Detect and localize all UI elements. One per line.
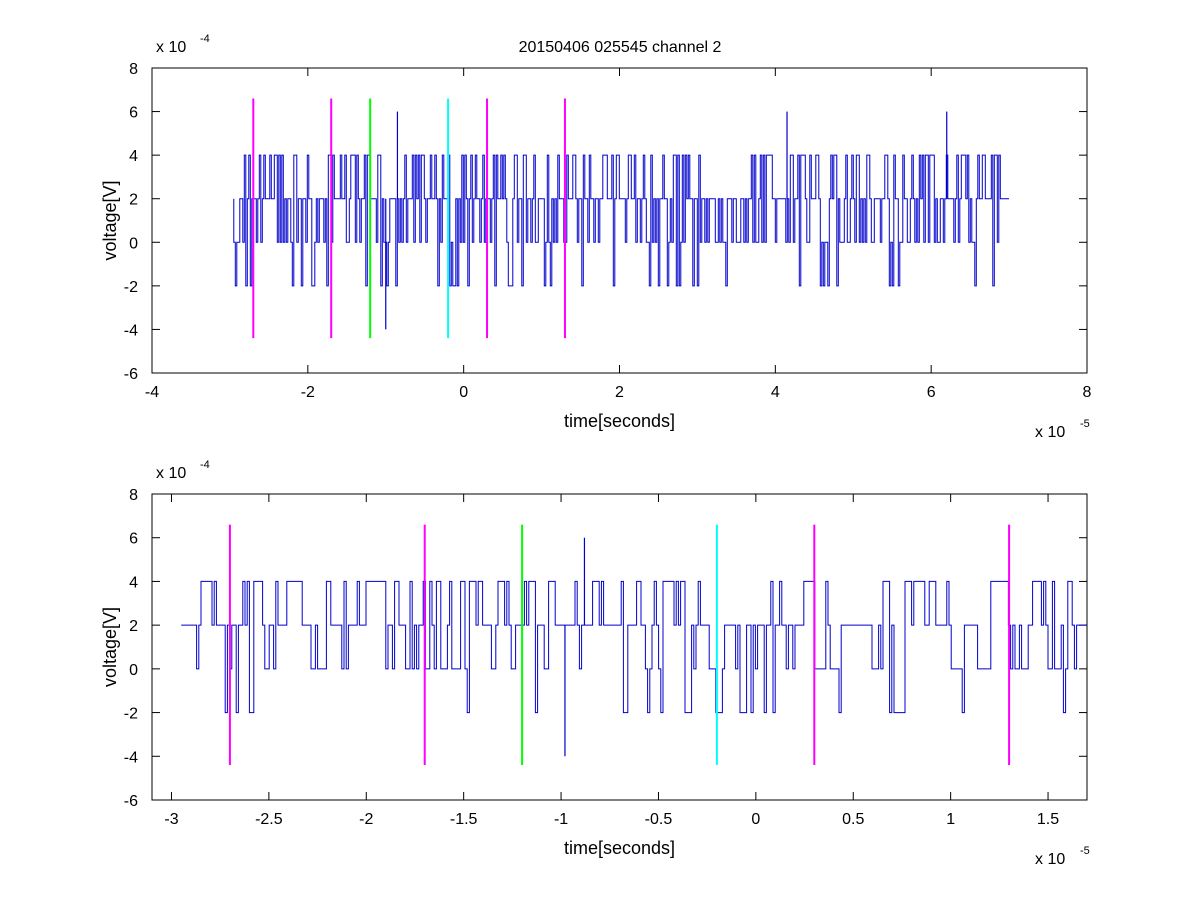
x-tick-label: 2 — [615, 384, 624, 401]
bottom-plot: -3 -2.5 -2 -1.5 -1 -0.5 0 0.5 1 1.5 -6 -4 -2 0 2 4 6 8 tim… — [100, 459, 1090, 868]
x-tick-label: 4 — [771, 384, 780, 401]
signal-trace — [181, 580, 1087, 714]
y-tick-label: 6 — [129, 531, 138, 548]
x-tick-label: -1.5 — [450, 811, 478, 828]
x-tick-label: 0 — [751, 811, 760, 828]
x-tick-label: -4 — [145, 384, 159, 401]
x-tick-label: 0.5 — [842, 811, 864, 828]
y-multiplier-exp: -4 — [200, 33, 210, 45]
axes-frame — [151, 493, 1088, 801]
x-tick-label: 0 — [459, 384, 468, 401]
y-tick-label: -6 — [124, 793, 138, 810]
x-tick-label: -0.5 — [645, 811, 673, 828]
y-tick-label: 4 — [129, 574, 138, 591]
x-multiplier-label: x 10 — [1035, 851, 1065, 868]
y-tick-label: 2 — [129, 192, 138, 209]
y-tick-label: -2 — [124, 279, 138, 296]
x-multiplier-exp: -5 — [1080, 418, 1090, 430]
y-tick-label: 4 — [129, 148, 138, 165]
x-tick-label: 1 — [946, 811, 955, 828]
x-axis-label: time[seconds] — [564, 411, 675, 431]
y-multiplier-exp: -4 — [200, 459, 210, 471]
y-tick-label: 8 — [129, 61, 138, 78]
x-tick-label: 1.5 — [1037, 811, 1059, 828]
y-multiplier-label: x 10 — [156, 39, 186, 56]
figure-title: 20150406 025545 channel 2 — [519, 39, 722, 56]
x-tick-label: -2 — [301, 384, 315, 401]
y-tick-label: -4 — [124, 749, 138, 766]
x-multiplier-label: x 10 — [1035, 424, 1065, 441]
x-axis-label: time[seconds] — [564, 838, 675, 858]
y-tick-label: -2 — [124, 706, 138, 723]
x-tick-label: 8 — [1083, 384, 1092, 401]
x-tick-label: 6 — [927, 384, 936, 401]
x-multiplier-exp: -5 — [1080, 845, 1090, 857]
x-tick-label: -2.5 — [255, 811, 283, 828]
y-tick-label: 0 — [129, 662, 138, 679]
y-multiplier-label: x 10 — [156, 465, 186, 482]
y-tick-label: 2 — [129, 618, 138, 635]
x-tick-label: -2 — [359, 811, 373, 828]
top-plot: -4 -2 0 2 4 6 8 -6 -4 -2 0 2 4 6 8 time[seconds] voltage… — [100, 33, 1092, 441]
x-tick-label: -3 — [164, 811, 178, 828]
y-tick-label: -6 — [124, 366, 138, 383]
y-tick-label: 6 — [129, 105, 138, 122]
y-tick-label: 0 — [129, 235, 138, 252]
y-tick-label: -4 — [124, 322, 138, 339]
y-tick-label: 8 — [129, 487, 138, 504]
signal-trace — [233, 154, 1010, 287]
y-axis-label: voltage[V] — [100, 607, 120, 687]
y-axis-label: voltage[V] — [100, 180, 120, 260]
x-tick-label: -1 — [554, 811, 568, 828]
